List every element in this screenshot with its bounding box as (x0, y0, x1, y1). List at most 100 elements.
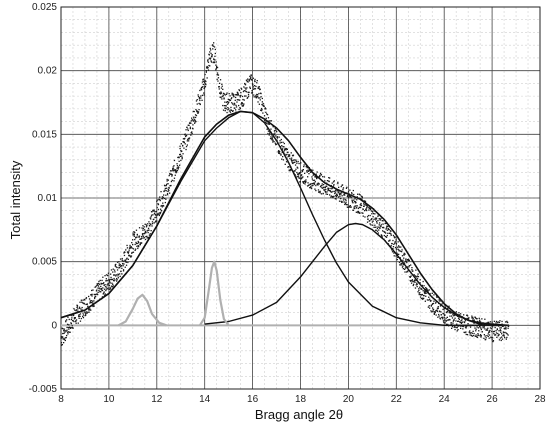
data-point (333, 183, 335, 186)
data-point (369, 207, 371, 210)
x-tick-label: 10 (103, 394, 115, 405)
data-point (328, 189, 330, 192)
data-point (63, 332, 65, 334)
data-point (476, 336, 479, 338)
data-point (266, 128, 268, 130)
data-point (298, 162, 300, 165)
data-point (264, 118, 266, 121)
data-point (343, 201, 345, 203)
data-point (99, 288, 101, 290)
data-point (480, 328, 482, 331)
data-point (255, 94, 257, 97)
data-point (265, 117, 267, 119)
data-point (283, 150, 285, 152)
data-point (188, 140, 190, 142)
data-point (231, 94, 233, 96)
data-point (67, 333, 69, 335)
data-point (278, 136, 280, 138)
data-point (261, 101, 263, 103)
data-point (319, 190, 321, 192)
data-point (236, 99, 238, 101)
data-point (229, 110, 231, 112)
data-point (197, 111, 200, 113)
data-point (120, 265, 123, 267)
data-point (255, 97, 257, 99)
data-point (314, 175, 316, 177)
data-point (502, 325, 504, 327)
data-point (209, 47, 211, 50)
data-point (246, 80, 248, 83)
data-point (277, 150, 279, 153)
data-point (147, 237, 149, 239)
data-point (354, 205, 356, 207)
data-point (202, 78, 204, 80)
data-point (81, 306, 83, 309)
data-point (322, 186, 325, 188)
data-point (413, 283, 415, 285)
data-point (240, 103, 242, 105)
data-point (189, 122, 191, 124)
data-point (64, 337, 66, 339)
data-point (95, 285, 97, 288)
data-point (322, 187, 324, 189)
data-point (207, 61, 210, 63)
data-point (231, 92, 233, 94)
data-point (416, 282, 418, 284)
data-point (357, 212, 359, 214)
data-point (297, 173, 299, 176)
data-point (321, 180, 323, 182)
data-point (117, 277, 119, 279)
data-point (345, 199, 347, 201)
data-point (376, 217, 378, 219)
x-tick-label: 26 (487, 394, 499, 405)
data-point (507, 334, 509, 336)
data-point (303, 164, 305, 166)
data-point (102, 282, 104, 285)
data-point (444, 306, 447, 309)
data-point (374, 226, 376, 228)
data-point (149, 233, 151, 235)
data-point (476, 320, 479, 323)
data-point (150, 218, 152, 220)
data-point (71, 317, 73, 319)
data-point (148, 229, 150, 231)
data-point (477, 333, 479, 335)
data-point (439, 317, 441, 319)
data-point (417, 282, 420, 284)
data-point (144, 231, 146, 234)
data-point (238, 99, 240, 101)
data-point (330, 195, 332, 197)
data-point (162, 198, 164, 200)
data-point (381, 236, 383, 238)
data-point (111, 286, 113, 288)
data-point (344, 192, 346, 194)
data-point (201, 99, 203, 101)
data-point (295, 160, 298, 163)
data-point (454, 317, 456, 319)
data-point (99, 279, 101, 282)
data-point (382, 223, 384, 225)
data-point (72, 314, 75, 317)
data-point (61, 327, 63, 329)
data-point (146, 225, 148, 227)
data-point (450, 322, 452, 324)
data-point (217, 74, 220, 76)
data-point (161, 198, 163, 200)
data-point (238, 99, 241, 101)
data-point (272, 133, 275, 136)
data-point (266, 114, 269, 116)
data-point (194, 116, 197, 119)
data-point (257, 95, 259, 98)
data-point (194, 119, 196, 121)
data-point (391, 251, 394, 253)
data-point (422, 290, 424, 292)
data-point (106, 274, 108, 276)
data-point (310, 186, 312, 188)
data-point (185, 134, 188, 137)
data-point (212, 45, 214, 47)
data-point (258, 92, 260, 95)
data-point (129, 246, 131, 248)
data-point (249, 75, 251, 77)
data-point (259, 99, 261, 101)
data-point (469, 330, 471, 332)
